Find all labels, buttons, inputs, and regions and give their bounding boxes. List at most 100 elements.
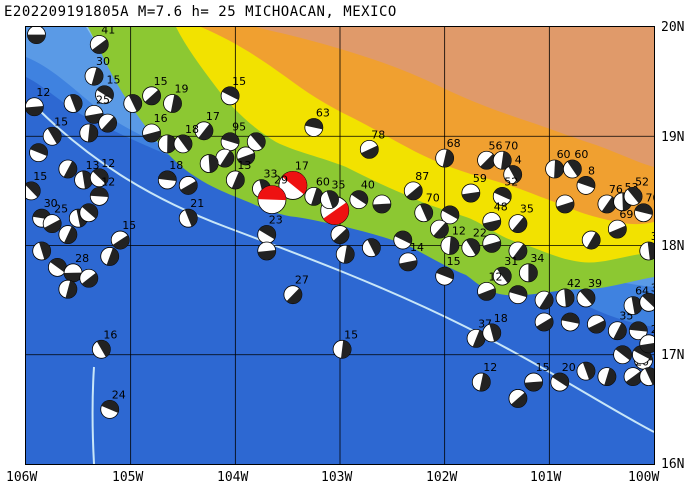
event-beachball (430, 219, 449, 239)
event-depth-label: 15 (33, 170, 47, 183)
beachball-compressional-quadrant (198, 123, 213, 140)
event-beachball: 22 (461, 227, 487, 258)
event-depth-label: 69 (619, 208, 633, 221)
event-depth-label: 52 (635, 175, 649, 188)
event-beachball: 60 (545, 148, 571, 179)
event-depth-label: 34 (530, 252, 544, 265)
beachball-compressional-quadrant (177, 134, 193, 152)
beachball-compressional-quadrant (142, 130, 161, 142)
event-beachball: 13 (74, 159, 100, 190)
beachball-compressional-quadrant (112, 235, 130, 250)
beachball-compressional-quadrant (101, 116, 117, 133)
event-depth-label: 21 (190, 197, 204, 210)
event-depth-label: 17 (206, 110, 220, 123)
beachball-compressional-quadrant (184, 209, 198, 227)
event-beachball (560, 312, 580, 332)
beachball-compressional-quadrant (539, 292, 554, 310)
fracture-zone-line (91, 366, 95, 464)
event-beachball: 16 (142, 112, 168, 143)
event-beachball (236, 146, 256, 166)
event-beachball: 27 (283, 274, 309, 305)
beachball-compressional-quadrant (50, 258, 67, 273)
event-depth-label: 20 (562, 361, 576, 374)
event-depth-label: 15 (536, 361, 550, 374)
beachball-compressional-quadrant (442, 205, 459, 220)
event-beachball: 15 (220, 75, 246, 106)
lat-label-18n: 18N (661, 239, 685, 254)
beachball-compressional-quadrant (170, 94, 182, 113)
lat-label-17n: 17N (661, 348, 685, 363)
beachball-compressional-quadrant (647, 242, 654, 260)
event-beachball (123, 94, 143, 113)
beachball-compressional-quadrant (106, 247, 119, 266)
event-depth-label: 52 (504, 175, 518, 188)
beachball-compressional-quadrant (509, 285, 527, 298)
beachball-compressional-quadrant (92, 168, 109, 185)
beachball-compressional-quadrant (96, 85, 114, 100)
event-beachball: 14 (398, 241, 424, 272)
event-beachball: 20 (550, 361, 576, 392)
event-beachball (335, 244, 355, 264)
beachball-compressional-quadrant (82, 170, 93, 189)
event-depth-label: 68 (447, 137, 461, 150)
beachball-compressional-quadrant (343, 245, 355, 264)
beachball-compressional-quadrant (64, 226, 77, 244)
beachball-compressional-quadrant (496, 267, 512, 284)
event-beachball: 39 (576, 277, 602, 308)
event-beachball: 68 (435, 137, 461, 168)
event-beachball (330, 225, 350, 244)
event-depth-label: 70 (426, 192, 440, 205)
beachball-compressional-quadrant (613, 322, 627, 340)
event-beachball: 40 (349, 179, 375, 210)
event-beachball (440, 205, 460, 225)
event-beachball: 17 (194, 110, 220, 141)
event-beachball (246, 132, 266, 152)
beachball-compressional-quadrant (305, 118, 323, 130)
event-beachball (576, 361, 596, 381)
event-depth-label: 15 (447, 255, 461, 268)
event-depth-label: 8 (588, 164, 595, 177)
lon-label-101w: 101W (530, 470, 562, 485)
beachball-compressional-quadrant (65, 280, 77, 299)
event-beachball: 59 (461, 172, 487, 203)
event-beachball: 21 (178, 197, 204, 228)
event-beachball: 12 (471, 361, 497, 392)
event-beachball: 15 (142, 75, 168, 106)
event-beachball (98, 113, 118, 133)
event-depth-label: 15 (232, 75, 246, 88)
beachball-compressional-quadrant (406, 185, 423, 200)
beachball-compressional-quadrant (90, 187, 109, 197)
event-beachball (508, 389, 528, 408)
event-depth-label: 24 (112, 388, 126, 401)
event-beachball: 15 (42, 115, 68, 146)
event-depth-label: 39 (588, 277, 602, 290)
beachball-compressional-quadrant (604, 367, 616, 386)
beachball-compressional-quadrant (81, 272, 98, 288)
beachball-compressional-quadrant (237, 152, 255, 165)
beachball-compressional-quadrant (27, 34, 46, 44)
event-beachball: 8 (576, 164, 596, 195)
beachball-compressional-quadrant (512, 216, 527, 233)
event-beachball: 18 (157, 159, 183, 190)
map-frame: 41 30 15 12 15 19 15 25 15 16 17 18 95 63 78 13 12 18 13 33… (25, 26, 655, 465)
beachball-compressional-quadrant (567, 160, 582, 177)
beachball-compressional-quadrant (257, 250, 276, 260)
beachball-compressional-quadrant (644, 367, 654, 385)
land-highlands (256, 27, 654, 167)
event-depth-label: 20 (651, 323, 654, 336)
beachball-compressional-quadrant (609, 225, 627, 239)
event-beachball: 41 (89, 27, 115, 54)
event-depth-label: 17 (295, 159, 309, 172)
event-depth-label: 18 (494, 312, 508, 325)
event-beachball (178, 176, 198, 195)
beachball-compressional-quadrant (47, 127, 62, 144)
beachball-compressional-quadrant (30, 143, 48, 157)
beachball-compressional-quadrant (82, 203, 98, 219)
event-depth-label: 70 (646, 192, 654, 205)
event-beachball: 36 (639, 230, 654, 261)
lon-label-105w: 105W (112, 470, 144, 485)
event-beachball: 70 (414, 192, 440, 223)
event-beachball (361, 238, 381, 258)
lon-label-104w: 104W (217, 470, 249, 485)
event-beachball (58, 225, 78, 244)
